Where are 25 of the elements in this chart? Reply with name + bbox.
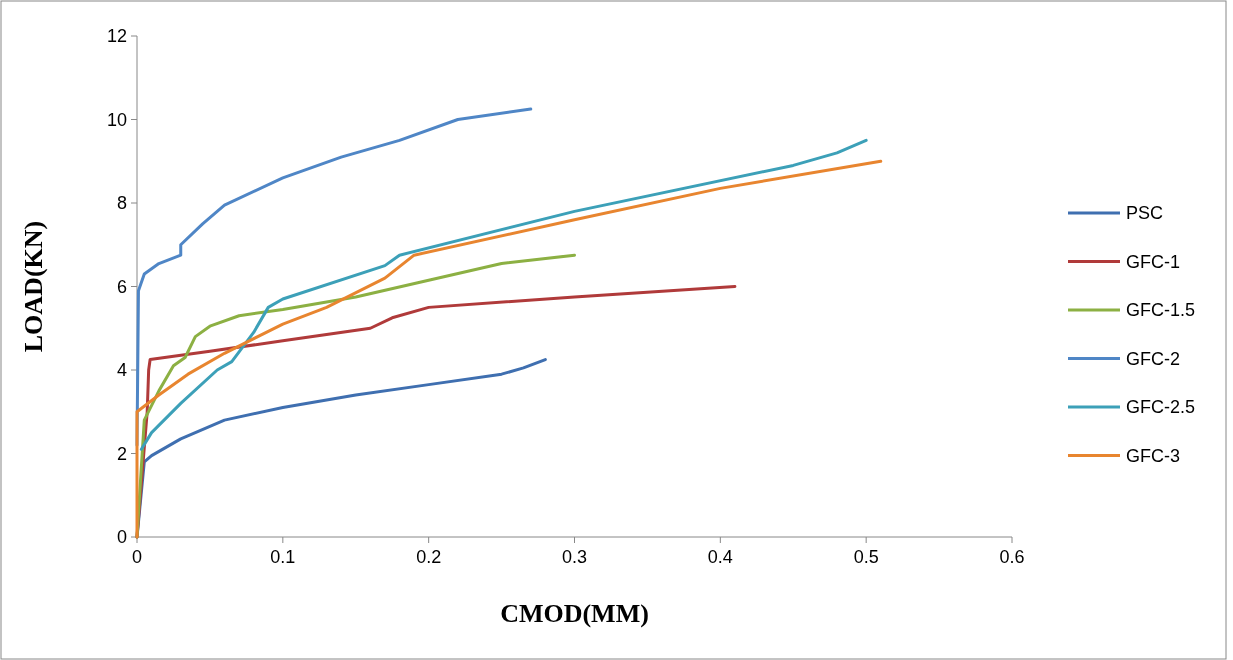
legend-label: GFC-2: [1126, 348, 1180, 369]
x-tick-label: 0.3: [561, 547, 588, 567]
x-tick-label: 0.6: [999, 547, 1025, 567]
x-tick-label: 0.4: [707, 547, 733, 567]
line-series: [139, 138, 868, 451]
y-tick-label: 10: [106, 109, 127, 130]
legend-label: PSC: [1126, 203, 1164, 224]
line-series: [135, 159, 883, 539]
y-tick-label: 0: [116, 527, 127, 548]
y-tick-label: 12: [106, 26, 127, 47]
y-axis-title: LOAD(KN): [19, 220, 48, 353]
y-tick-label: 2: [116, 443, 127, 464]
legend-label: GFC-1.5: [1126, 300, 1196, 321]
line-series: [135, 107, 533, 447]
x-tick-label: 0: [131, 547, 143, 567]
x-tick-label: 0.1: [270, 547, 296, 567]
x-tick-label: 0.5: [853, 547, 879, 567]
legend-label: GFC-1: [1126, 251, 1180, 272]
x-axis-title: CMOD(MM): [500, 599, 649, 628]
x-tick-label: 0.2: [416, 547, 442, 567]
y-tick-label: 6: [116, 276, 127, 297]
y-tick-label: 4: [116, 360, 127, 381]
legend-label: GFC-3: [1126, 445, 1180, 466]
legend-label: GFC-2.5: [1126, 397, 1196, 418]
y-tick-label: 8: [116, 193, 127, 214]
